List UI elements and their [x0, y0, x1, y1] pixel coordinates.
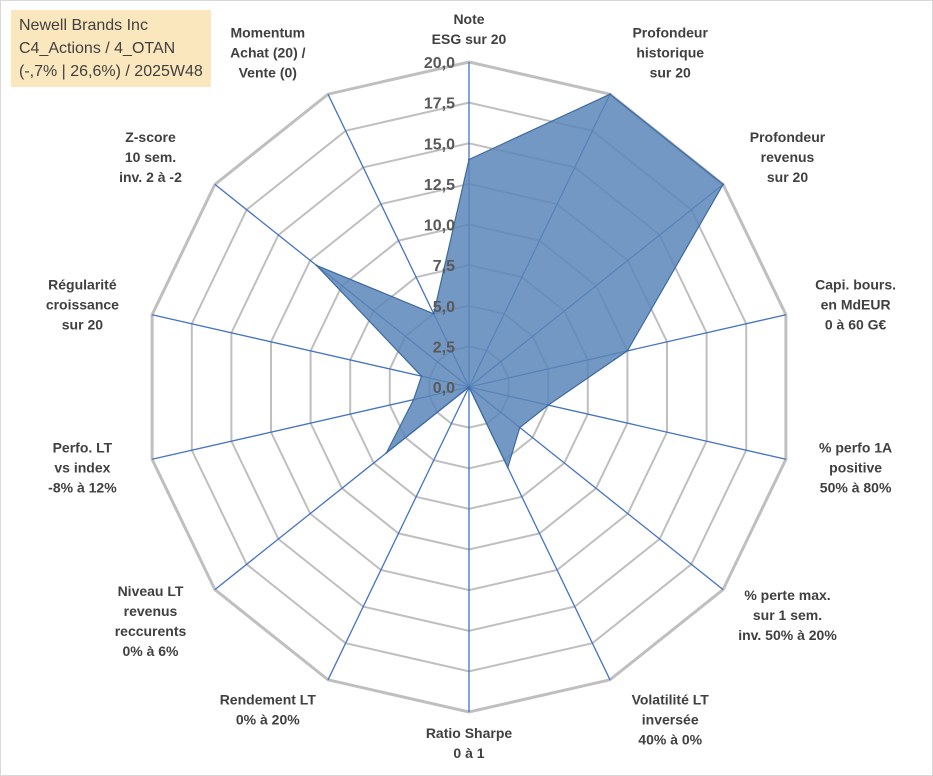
series-area [316, 93, 724, 470]
axis-label-3-line-2: 0 à 60 G€ [825, 316, 887, 332]
axis-label-9-line-1: revenus [124, 603, 178, 619]
tick-label-7: 17,5 [424, 96, 455, 113]
axis-label-11-line-0: Régularité [48, 276, 117, 292]
axis-label-5-line-1: sur 1 sem. [753, 607, 822, 623]
data-point-10 [412, 398, 415, 401]
axis-label-13-line-1: Achat (20) / [230, 44, 306, 60]
axis-label-4-line-1: positive [829, 460, 882, 476]
info-portfolio: C4_Actions / 4_OTAN [19, 40, 176, 57]
data-point-0 [468, 158, 470, 161]
axis-label-3-line-1: en MdEUR [821, 296, 891, 312]
axis-label-4: % perfo 1A positive 50% à 80% [819, 440, 892, 496]
axis-label-12: Z-score 10 sem. inv. 2 à -2 [119, 129, 182, 185]
axis-label-10-line-2: -8% à 12% [48, 480, 117, 496]
data-point-5 [518, 426, 521, 429]
tick-label-1: 2,5 [433, 339, 455, 356]
data-point-4 [547, 404, 550, 407]
axis-label-0-line-0: Note [453, 11, 484, 27]
axis-label-1-line-1: historique [636, 44, 704, 60]
axis-label-10-line-1: vs index [54, 460, 110, 476]
tick-label-6: 15,0 [424, 136, 455, 153]
axis-label-13-line-2: Vente (0) [239, 64, 297, 80]
axis-label-1: Profondeur historique sur 20 [632, 24, 708, 80]
axis-label-11: Régularité croissance sur 20 [46, 276, 119, 332]
axis-label-6-line-1: inversée [642, 712, 699, 728]
data-point-9 [385, 451, 388, 454]
axis-label-2: Profondeur revenus sur 20 [750, 129, 826, 185]
axis-label-0-line-1: ESG sur 20 [432, 31, 507, 47]
axis-label-8-line-0: Rendement LT [220, 692, 317, 708]
axis-label-2-line-2: sur 20 [767, 169, 808, 185]
axis-label-6-line-2: 40% à 0% [638, 732, 702, 748]
axis-label-5: % perte max. sur 1 sem. inv. 50% à 20% [738, 587, 837, 643]
axis-spoke-11 [151, 314, 470, 388]
data-point-8 [468, 386, 470, 388]
axis-label-9: Niveau LT revenus reccurents 0% à 6% [115, 583, 187, 659]
radar-axis-labels: Note ESG sur 20 Profondeur historique sur 20… [46, 11, 896, 761]
radar-tick-labels: 0,0 2,5 5,0 7,5 10,0 12,5 15,0 17,5 20,0 [424, 55, 455, 397]
axis-label-7: Ratio Sharpe 0 à 1 [426, 725, 513, 761]
axis-label-2-line-1: revenus [761, 149, 815, 165]
data-point-3 [626, 349, 629, 352]
axis-label-7-line-1: 0 à 1 [453, 745, 484, 761]
axis-label-9-line-3: 0% à 6% [122, 643, 179, 659]
axis-label-10-line-0: Perfo. LT [53, 440, 113, 456]
data-point-11 [420, 375, 423, 378]
axis-label-6-line-0: Volatilité LT [632, 692, 710, 708]
info-performance-week: (-,7% | 26,6%) / 2025W48 [19, 63, 203, 80]
tick-label-8: 20,0 [424, 55, 455, 72]
axis-label-8-line-1: 0% à 20% [236, 712, 300, 728]
axis-label-8: Rendement LT 0% à 20% [220, 692, 317, 728]
axis-label-1-line-0: Profondeur [632, 24, 708, 40]
axis-label-3: Capi. bours. en MdEUR 0 à 60 G€ [815, 276, 896, 332]
tick-label-4: 10,0 [424, 218, 455, 235]
axis-label-5-line-0: % perte max. [744, 587, 830, 603]
axis-label-6: Volatilité LT inversée 40% à 0% [632, 692, 710, 748]
data-point-2 [722, 183, 725, 186]
axis-label-4-line-2: 50% à 80% [820, 480, 892, 496]
data-point-12 [315, 264, 318, 267]
axis-label-13-line-0: Momentum [230, 24, 305, 40]
axis-label-12-line-0: Z-score [125, 129, 176, 145]
axis-label-7-line-0: Ratio Sharpe [426, 725, 513, 741]
axis-label-5-line-2: inv. 50% à 20% [738, 627, 837, 643]
axis-label-3-line-0: Capi. bours. [815, 276, 896, 292]
axis-label-4-line-0: % perfo 1A [819, 440, 892, 456]
info-box: Newell Brands Inc C4_Actions / 4_OTAN (-… [11, 10, 211, 87]
axis-label-0: Note ESG sur 20 [432, 11, 507, 47]
axis-label-11-line-2: sur 20 [62, 316, 103, 332]
data-point-6 [506, 466, 509, 469]
data-point-13 [432, 312, 435, 315]
radar-series [315, 93, 725, 470]
tick-label-0: 0,0 [433, 380, 455, 397]
tick-label-3: 7,5 [433, 258, 455, 275]
info-company-name: Newell Brands Inc [19, 17, 148, 34]
axis-label-12-line-2: inv. 2 à -2 [119, 169, 182, 185]
axis-label-1-line-2: sur 20 [650, 64, 691, 80]
axis-label-9-line-0: Niveau LT [118, 583, 184, 599]
data-point-1 [609, 93, 611, 96]
axis-label-11-line-1: croissance [46, 296, 119, 312]
axis-spoke-8 [327, 386, 470, 681]
axis-label-13: Momentum Achat (20) / Vente (0) [230, 24, 306, 80]
tick-label-2: 5,0 [433, 299, 455, 316]
axis-label-9-line-2: reccurents [115, 623, 187, 639]
tick-label-5: 12,5 [424, 177, 455, 194]
axis-label-2-line-0: Profondeur [750, 129, 826, 145]
axis-label-10: Perfo. LT vs index -8% à 12% [48, 440, 117, 496]
axis-label-12-line-1: 10 sem. [125, 149, 176, 165]
